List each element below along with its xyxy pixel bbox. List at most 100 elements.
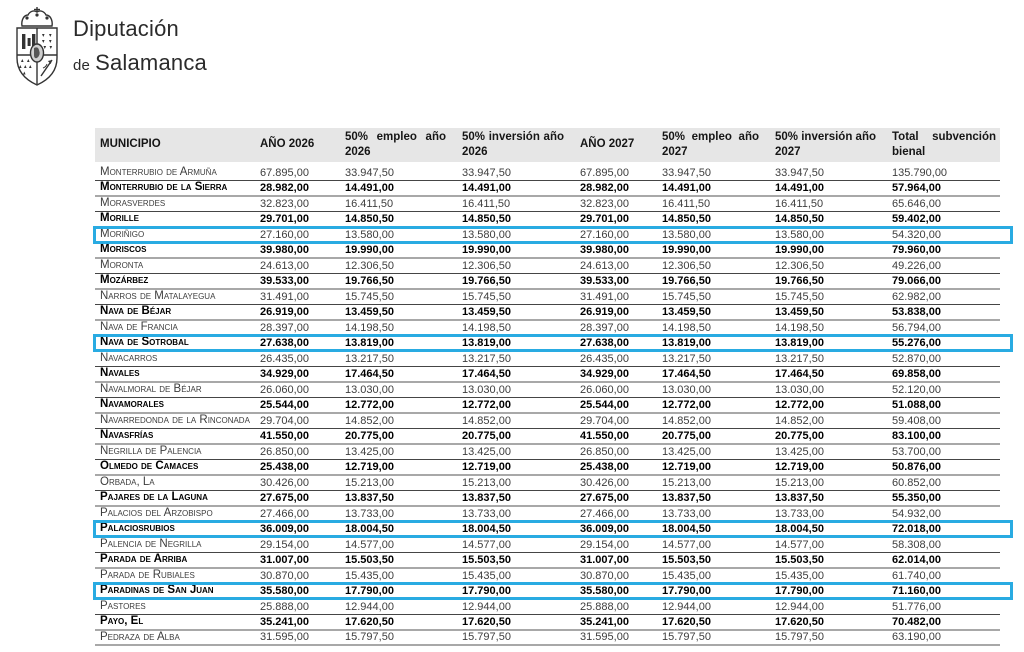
total-cell: 52.870,00 [892, 352, 941, 365]
municipio-cell: Mozárbez [100, 274, 149, 287]
municipio-cell: Moriscos [100, 243, 147, 256]
empleo2027-cell: 12.306,50 [662, 259, 711, 272]
table-row: Palaciosrubios 36.009,00 18.004,50 18.004,5… [93, 520, 1013, 538]
table-row: Navamorales 25.544,00 12.772,00 12.772,00 25… [95, 398, 1000, 414]
ano2026-cell: 25.888,00 [260, 600, 309, 613]
total-cell: 55.276,00 [892, 336, 941, 349]
ano2027-cell: 35.241,00 [580, 615, 629, 628]
empleo2027-cell: 13.030,00 [662, 383, 711, 396]
total-cell: 83.100,00 [892, 429, 941, 442]
table-row: Navales 34.929,00 17.464,50 17.464,50 34.929… [95, 367, 1000, 383]
inversion2027-cell: 13.217,50 [775, 352, 824, 365]
empleo2026-cell: 14.491,00 [345, 181, 394, 194]
inversion2027-cell: 13.819,00 [775, 336, 824, 349]
ano2026-cell: 25.544,00 [260, 398, 309, 411]
empleo2026-cell: 13.733,00 [345, 507, 394, 520]
inversion2026-cell: 13.030,00 [462, 383, 511, 396]
municipio-cell: Payo, El [100, 615, 144, 628]
empleo2026-cell: 13.030,00 [345, 383, 394, 396]
inversion2026-cell: 19.766,50 [462, 274, 511, 287]
ano2026-cell: 24.613,00 [260, 259, 309, 272]
ano2027-cell: 30.426,00 [580, 476, 629, 489]
total-cell: 79.960,00 [892, 243, 941, 256]
empleo2026-cell: 14.577,00 [345, 538, 394, 551]
total-cell: 60.852,00 [892, 476, 941, 489]
ano2026-cell: 26.060,00 [260, 383, 309, 396]
ano2026-cell: 31.595,00 [260, 631, 309, 644]
inversion2026-cell: 17.790,00 [462, 584, 511, 597]
total-cell: 65.646,00 [892, 197, 941, 210]
municipio-cell: Navamorales [100, 398, 165, 411]
ano2027-cell: 39.533,00 [580, 274, 629, 287]
ano2026-cell: 36.009,00 [260, 522, 309, 535]
municipio-cell: Parada de Rubiales [100, 569, 195, 582]
empleo2026-cell: 19.990,00 [345, 243, 394, 256]
inversion2027-cell: 13.459,50 [775, 305, 824, 318]
table-row: Narros de Matalayegua 31.491,00 15.745,50 1… [95, 290, 1000, 306]
inversion2026-cell: 13.459,50 [462, 305, 511, 318]
empleo2027-cell: 14.852,00 [662, 414, 711, 427]
ano2026-cell: 30.870,00 [260, 569, 309, 582]
ano2026-cell: 26.919,00 [260, 305, 309, 318]
inversion2027-cell: 13.580,00 [775, 228, 824, 241]
ano2027-cell: 28.397,00 [580, 321, 629, 334]
ano2027-cell: 27.160,00 [580, 228, 629, 241]
municipio-cell: Nava de Béjar [100, 305, 172, 318]
inversion2026-cell: 15.797,50 [462, 631, 511, 644]
ano2027-cell: 34.929,00 [580, 367, 629, 380]
empleo2026-cell: 14.850,50 [345, 212, 394, 225]
inversion2026-cell: 12.772,00 [462, 398, 511, 411]
municipio-cell: Moriñigo [100, 228, 145, 241]
empleo2027-cell: 20.775,00 [662, 429, 711, 442]
empleo2026-cell: 13.459,50 [345, 305, 394, 318]
municipio-cell: Palencia de Negrilla [100, 538, 202, 551]
inversion2026-cell: 12.719,00 [462, 460, 511, 473]
table-header: MUNICIPIO AÑO 2026 50% empleo año 2026 5… [95, 128, 1000, 162]
table-row: Olmedo de Camaces 25.438,00 12.719,00 12.71… [95, 460, 1000, 476]
ano2027-cell: 27.466,00 [580, 507, 629, 520]
inversion2027-cell: 13.837,50 [775, 491, 824, 504]
empleo2026-cell: 13.819,00 [345, 336, 394, 349]
inversion2026-cell: 14.491,00 [462, 181, 511, 194]
inversion2026-cell: 13.837,50 [462, 491, 511, 504]
municipio-cell: Parada de Arriba [100, 553, 188, 566]
empleo2027-cell: 17.620,50 [662, 615, 711, 628]
inversion2027-cell: 19.990,00 [775, 243, 824, 256]
inversion2026-cell: 13.217,50 [462, 352, 511, 365]
total-cell: 72.018,00 [892, 522, 941, 535]
logo-de: de [73, 57, 91, 74]
empleo2026-cell: 15.503,50 [345, 553, 394, 566]
empleo2027-cell: 13.837,50 [662, 491, 711, 504]
municipio-cell: Navacarros [100, 352, 158, 365]
inversion2026-cell: 19.990,00 [462, 243, 511, 256]
header-inversion-2026: 50% inversión año 2026 [462, 131, 564, 158]
ano2026-cell: 67.895,00 [260, 166, 309, 179]
ano2027-cell: 29.154,00 [580, 538, 629, 551]
empleo2026-cell: 13.580,00 [345, 228, 394, 241]
inversion2026-cell: 13.425,00 [462, 445, 511, 458]
inversion2027-cell: 20.775,00 [775, 429, 824, 442]
table-row: Mozárbez 39.533,00 19.766,50 19.766,50 39.53… [95, 274, 1000, 290]
inversion2027-cell: 33.947,50 [775, 166, 824, 179]
empleo2027-cell: 12.772,00 [662, 398, 711, 411]
table-row: Navacarros 26.435,00 13.217,50 13.217,50 26.… [95, 352, 1000, 368]
municipio-cell: Morille [100, 212, 139, 225]
empleo2026-cell: 16.411,50 [345, 197, 394, 210]
empleo2027-cell: 15.435,00 [662, 569, 711, 582]
inversion2026-cell: 14.198,50 [462, 321, 511, 334]
header-empleo-2026: 50% empleo año 2026 [345, 131, 446, 158]
municipio-cell: Paradinas de San Juan [100, 584, 214, 597]
table-row: Monterrubio de la Sierra 28.982,00 14.491,… [95, 181, 1000, 197]
ano2027-cell: 25.888,00 [580, 600, 629, 613]
empleo2027-cell: 14.577,00 [662, 538, 711, 551]
empleo2026-cell: 20.775,00 [345, 429, 394, 442]
total-cell: 62.014,00 [892, 553, 941, 566]
table-row: Palencia de Negrilla 29.154,00 14.577,00 14… [95, 538, 1000, 554]
ano2027-cell: 39.980,00 [580, 243, 629, 256]
municipio-cell: Pastores [100, 600, 146, 613]
empleo2027-cell: 13.459,50 [662, 305, 711, 318]
empleo2027-cell: 18.004,50 [662, 522, 711, 535]
inversion2027-cell: 15.435,00 [775, 569, 824, 582]
ano2026-cell: 31.007,00 [260, 553, 309, 566]
ano2027-cell: 29.704,00 [580, 414, 629, 427]
